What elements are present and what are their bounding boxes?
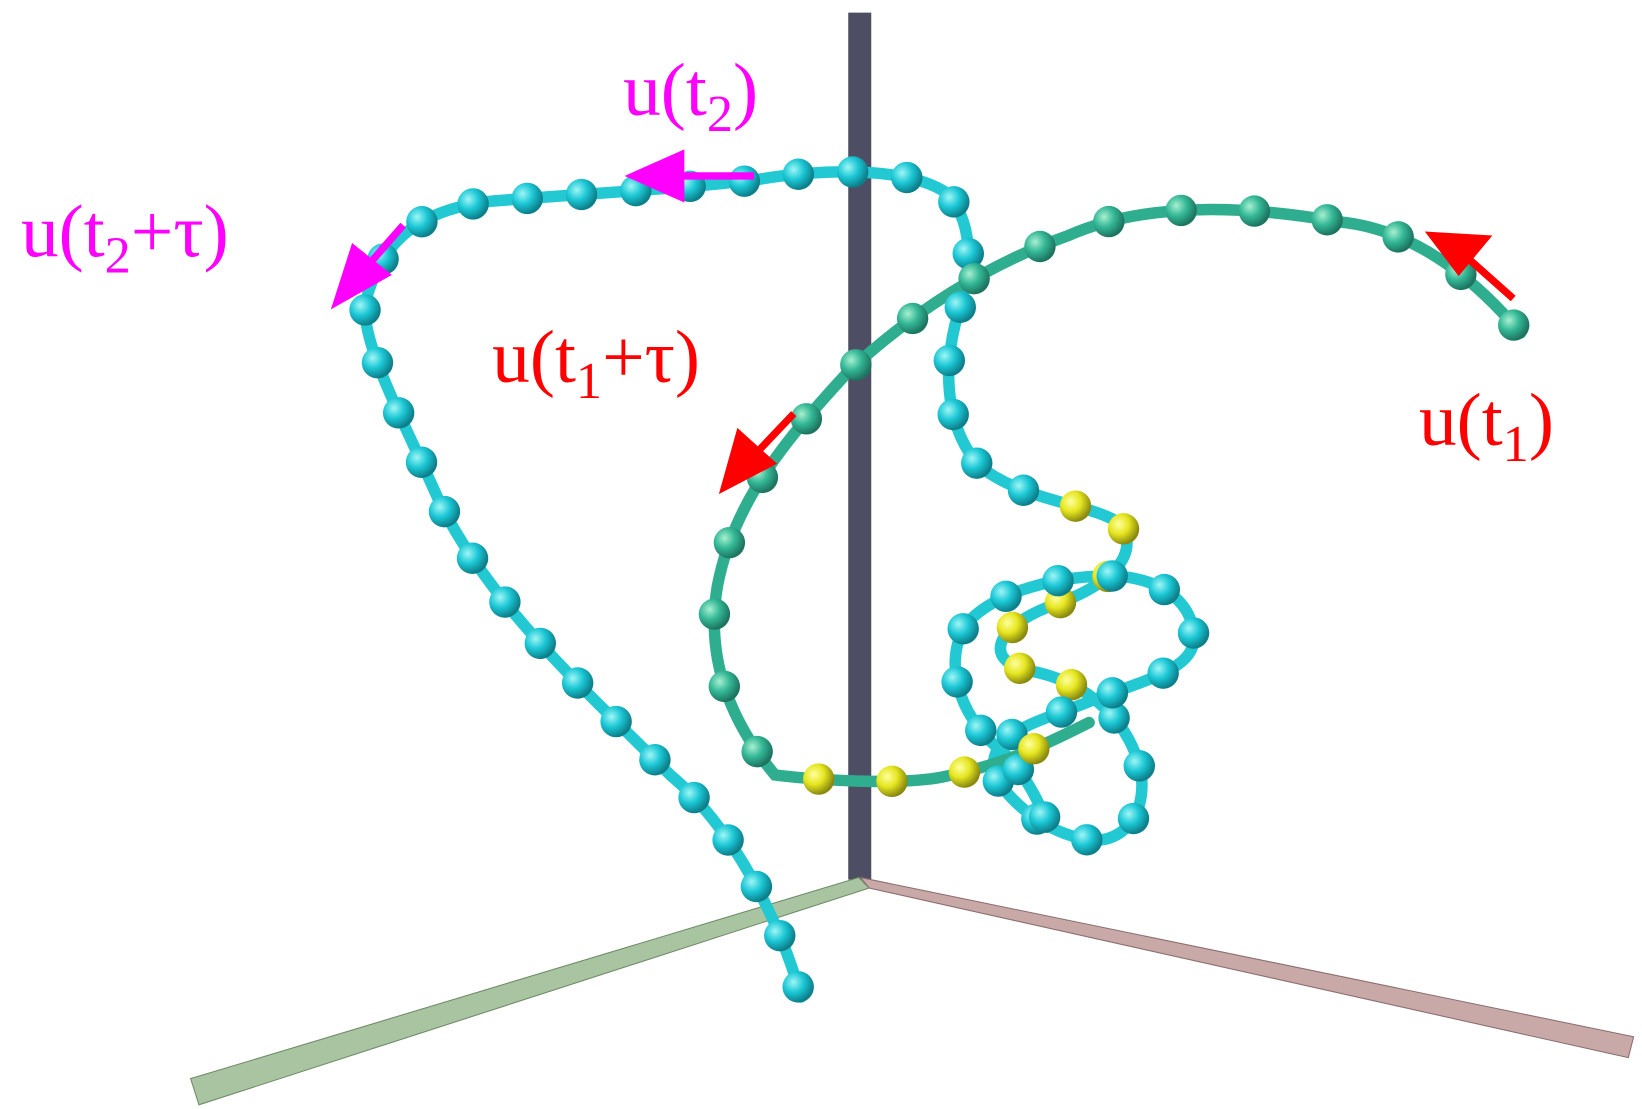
bead [712,824,743,855]
bead [1071,824,1102,855]
bead [783,159,814,190]
label: u(t2+τ) [21,191,229,285]
label: u(t2) [623,49,758,143]
bead [990,581,1021,612]
bead [1093,206,1124,237]
bead [1498,309,1529,340]
bead [457,188,488,219]
bead [1108,513,1139,544]
bead [949,756,980,787]
label: u(t1+τ) [492,316,700,410]
bead [512,183,543,214]
bead [965,715,996,746]
bead [897,303,928,334]
bead [1124,750,1155,781]
bead [1118,803,1149,834]
bead [1239,195,1270,226]
bead [349,294,380,325]
bead [938,186,969,217]
bead [429,496,460,527]
bead [1029,801,1060,832]
bead [678,782,709,813]
diagram: u(t2) u(t2+τ) u(t1+τ) u(t1) [0,0,1642,1109]
bead [1178,617,1209,648]
bead [934,345,965,376]
bead [699,598,730,629]
bead [714,527,745,558]
bead [764,920,795,951]
bead [782,971,813,1002]
bead [1060,490,1091,521]
bead [1096,560,1127,591]
bead [803,763,834,794]
bead [383,397,414,428]
label: u(t1) [1419,379,1554,473]
bead [1311,204,1342,235]
bead [1018,733,1049,764]
bead [1056,669,1087,700]
bead [362,347,393,378]
bead [525,628,556,659]
bead [489,586,520,617]
bead [1149,574,1180,605]
bead [1165,195,1196,226]
bead [945,292,976,323]
bead [791,403,822,434]
bead [941,666,972,697]
bead [840,349,871,380]
bead [1147,657,1178,688]
bead [837,156,868,187]
bead [741,871,772,902]
axis-red [861,878,1634,1058]
bead [639,744,670,775]
beads [349,156,1529,1002]
bead [1382,221,1413,252]
bead [891,162,922,193]
vertical-axis [848,13,871,880]
bead [1097,677,1128,708]
bead [566,179,597,210]
bead [1004,653,1035,684]
bead [709,671,740,702]
bead [562,667,593,698]
bead [729,165,760,196]
bead [876,766,907,797]
bead [1008,475,1039,506]
bead [600,706,631,737]
bead [938,399,969,430]
bead [947,613,978,644]
bead [741,736,772,767]
bead [961,447,992,478]
bead [1042,565,1073,596]
bead [1046,696,1077,727]
bead [406,206,437,237]
bead [457,543,488,574]
bead [1024,231,1055,262]
arrows-magenta [337,155,754,302]
bead [406,447,437,478]
bead [958,263,989,294]
bead [997,612,1028,643]
